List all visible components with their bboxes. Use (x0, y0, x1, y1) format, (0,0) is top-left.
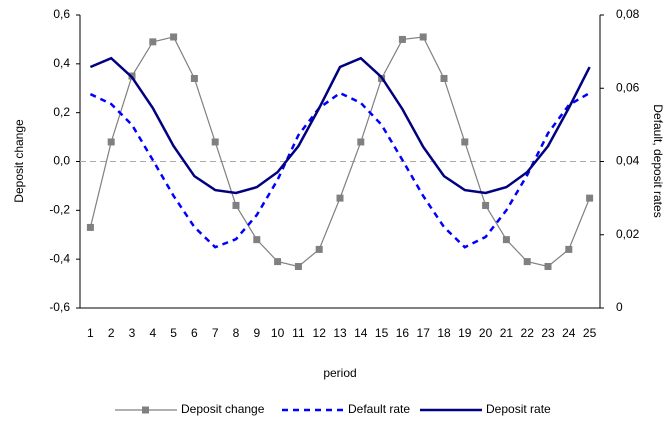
x-tick-label: 6 (191, 326, 198, 340)
legend-label: Deposit rate (486, 402, 551, 416)
point-marker (523, 258, 531, 266)
point-marker (440, 74, 448, 82)
y-tick-label: 0,0 (53, 154, 70, 168)
y-tick-label: -0,4 (49, 251, 70, 265)
series-line (89, 36, 591, 268)
x-tick-label: 8 (233, 326, 240, 340)
y2-axis-label: Default, deposit rates (651, 104, 665, 217)
point-marker (211, 138, 219, 146)
x-tick-label: 20 (479, 326, 493, 340)
legend-marker (142, 406, 149, 414)
series-line (89, 91, 591, 249)
point-marker (86, 223, 94, 231)
point-marker (232, 201, 240, 209)
point-marker (253, 236, 261, 244)
x-tick-label: 11 (292, 326, 305, 340)
x-tick-label: 7 (212, 326, 219, 340)
x-tick-label: 4 (149, 326, 156, 340)
legend-label: Deposit change (181, 402, 265, 416)
point-marker (170, 33, 178, 41)
point-marker (149, 38, 157, 46)
x-tick-label: 10 (271, 326, 285, 340)
point-marker (461, 138, 469, 146)
x-tick-label: 13 (333, 326, 347, 340)
point-marker (336, 194, 344, 202)
point-marker (482, 201, 490, 209)
x-tick-label: 24 (562, 326, 576, 340)
x-tick-label: 22 (521, 326, 535, 340)
x-tick-label: 25 (583, 326, 597, 340)
x-tick-label: 9 (253, 326, 260, 340)
point-marker (357, 138, 365, 146)
point-marker (107, 138, 115, 146)
y-axis-label: Deposit change (12, 119, 26, 203)
point-marker (190, 74, 198, 82)
point-marker (544, 262, 552, 270)
x-tick-label: 18 (437, 326, 451, 340)
y2-tick-label: 0,06 (616, 80, 640, 94)
point-marker (398, 35, 406, 43)
y-tick-label: 0,6 (53, 7, 70, 21)
point-marker (294, 262, 302, 270)
y2-tick-label: 0,08 (616, 7, 640, 21)
x-tick-label: 2 (108, 326, 115, 340)
point-marker (565, 245, 573, 253)
x-tick-label: 15 (375, 326, 389, 340)
x-tick-label: 16 (396, 326, 410, 340)
legend-label: Default rate (348, 402, 410, 416)
x-axis-label: period (323, 366, 356, 380)
x-tick-label: 3 (129, 326, 136, 340)
y-tick-label: -0,6 (49, 300, 70, 314)
y-tick-label: 0,4 (53, 56, 70, 70)
point-marker (274, 258, 282, 266)
y2-tick-label: 0,04 (616, 154, 640, 168)
x-tick-label: 19 (458, 326, 472, 340)
y-tick-label: -0,2 (49, 203, 70, 217)
point-marker (419, 33, 427, 41)
x-tick-label: 14 (354, 326, 368, 340)
point-marker (586, 194, 594, 202)
point-marker (315, 245, 323, 253)
x-tick-label: 21 (500, 326, 514, 340)
y-tick-label: 0,2 (53, 105, 70, 119)
y2-tick-label: 0,02 (616, 227, 640, 241)
x-tick-label: 5 (170, 326, 177, 340)
point-marker (502, 236, 510, 244)
y2-tick-label: 0 (616, 300, 623, 314)
x-tick-label: 1 (87, 326, 94, 340)
x-tick-label: 23 (541, 326, 555, 340)
series-line (89, 56, 591, 195)
x-tick-label: 17 (417, 326, 431, 340)
x-tick-label: 12 (313, 326, 327, 340)
